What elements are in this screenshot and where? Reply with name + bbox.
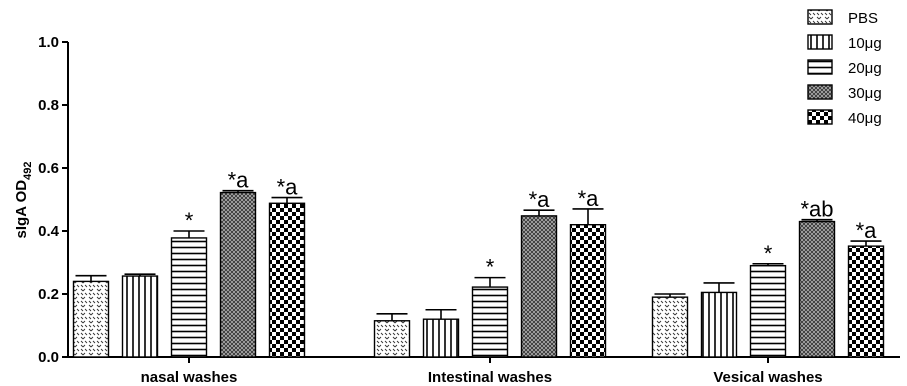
- bar: [749, 264, 787, 358]
- significance-label: *: [764, 241, 773, 266]
- bar: [798, 220, 836, 358]
- bar: [422, 318, 460, 358]
- legend: PBS 10μg 20μg 30μg 40μg: [807, 9, 882, 127]
- significance-label: *a: [856, 218, 878, 243]
- bar: [569, 223, 607, 358]
- legend-swatch: [807, 34, 833, 50]
- significance-label: *a: [228, 168, 250, 193]
- bar: [72, 280, 110, 358]
- bar: [219, 191, 257, 358]
- legend-swatch: [807, 9, 833, 25]
- category-label: Intestinal washes: [428, 369, 552, 386]
- category-label: nasal washes: [141, 369, 238, 386]
- legend-label: 40μg: [848, 110, 882, 127]
- bar: [170, 237, 208, 358]
- legend-label: 20μg: [848, 60, 882, 77]
- y-tick-label: 0.0: [38, 349, 59, 366]
- bar: [520, 215, 558, 358]
- bar: [651, 296, 689, 358]
- significance-label: *ab: [800, 197, 833, 222]
- significance-label: *a: [578, 186, 600, 211]
- legend-swatch: [807, 84, 833, 100]
- significance-label: *a: [529, 187, 551, 212]
- bar: [373, 320, 411, 358]
- significance-label: *: [185, 208, 194, 233]
- y-axis-label: sIgA OD492: [13, 162, 34, 239]
- y-tick-label: 0.4: [38, 223, 60, 240]
- y-tick-label: 1.0: [38, 34, 59, 51]
- legend-label: PBS: [848, 10, 878, 27]
- significance-label: *: [486, 255, 495, 280]
- bars: * *a *a * *a *a * *ab *a: [72, 168, 885, 358]
- y-tick-label: 0.2: [38, 286, 59, 303]
- bar: [471, 286, 509, 358]
- legend-label: 10μg: [848, 35, 882, 52]
- y-tick-label: 0.8: [38, 97, 59, 114]
- significance-label: *a: [277, 175, 299, 200]
- category-label: Vesical washes: [713, 369, 822, 386]
- legend-swatch: [807, 59, 833, 75]
- legend-label: 30μg: [848, 85, 882, 102]
- bar: [121, 275, 159, 358]
- bar: [268, 202, 306, 358]
- bar: [847, 245, 885, 358]
- legend-swatch: [807, 109, 833, 125]
- bar: [700, 291, 738, 358]
- y-tick-label: 0.6: [38, 160, 59, 177]
